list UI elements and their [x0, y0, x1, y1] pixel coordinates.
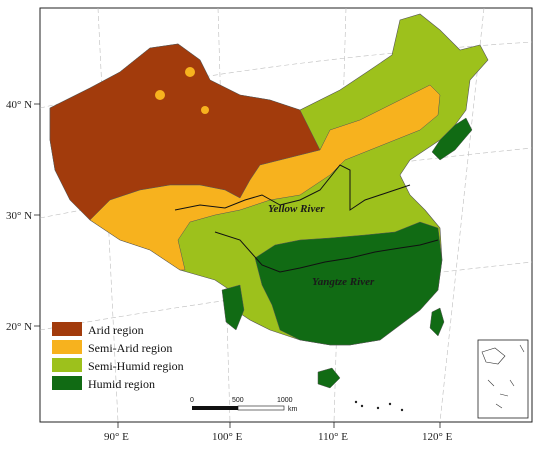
yangtze-river-label: Yangtze River [312, 276, 375, 288]
lon-label-120: 120° E [422, 431, 453, 443]
axis-ticks [34, 103, 441, 428]
south-china-sea-inset [477, 339, 529, 419]
humid-region [254, 221, 443, 346]
legend-swatch-humid [52, 376, 82, 390]
yellow-river-label: Yellow River [268, 203, 325, 215]
lat-label-40: 40° N [6, 99, 32, 111]
scale-tick-1000: 1000 [277, 397, 293, 404]
taiwan-island [429, 307, 445, 337]
legend-label-arid: Arid region [88, 323, 144, 337]
legend-swatch-semi-humid [52, 358, 82, 372]
legend-swatch-semi-arid [52, 340, 82, 354]
scale-bar: 0 500 1000 km [190, 397, 298, 413]
lat-label-20: 20° N [6, 321, 32, 333]
lon-label-110: 110° E [318, 431, 348, 443]
legend-label-humid: Humid region [88, 377, 155, 391]
scale-tick-500: 500 [232, 397, 244, 404]
lon-label-90: 90° E [104, 431, 129, 443]
legend-label-semi-humid: Semi-Humid region [88, 359, 184, 373]
lon-label-100: 100° E [212, 431, 243, 443]
south-china-sea-islands [354, 400, 404, 412]
humid-region-southwest [221, 284, 245, 331]
semi-arid-patches [155, 67, 209, 114]
semi-arid-region [89, 84, 441, 271]
legend: Arid region Semi-Arid region Semi-Humid … [52, 322, 184, 391]
legend-swatch-arid [52, 322, 82, 336]
yangtze-river [214, 231, 439, 273]
hainan-island [317, 367, 341, 389]
humid-region-northeast [431, 117, 473, 161]
legend-label-semi-arid: Semi-Arid region [88, 341, 172, 355]
scale-tick-0: 0 [190, 397, 194, 404]
yellow-river [174, 164, 411, 211]
lat-label-30: 30° N [6, 210, 32, 222]
scale-unit: km [288, 406, 298, 413]
